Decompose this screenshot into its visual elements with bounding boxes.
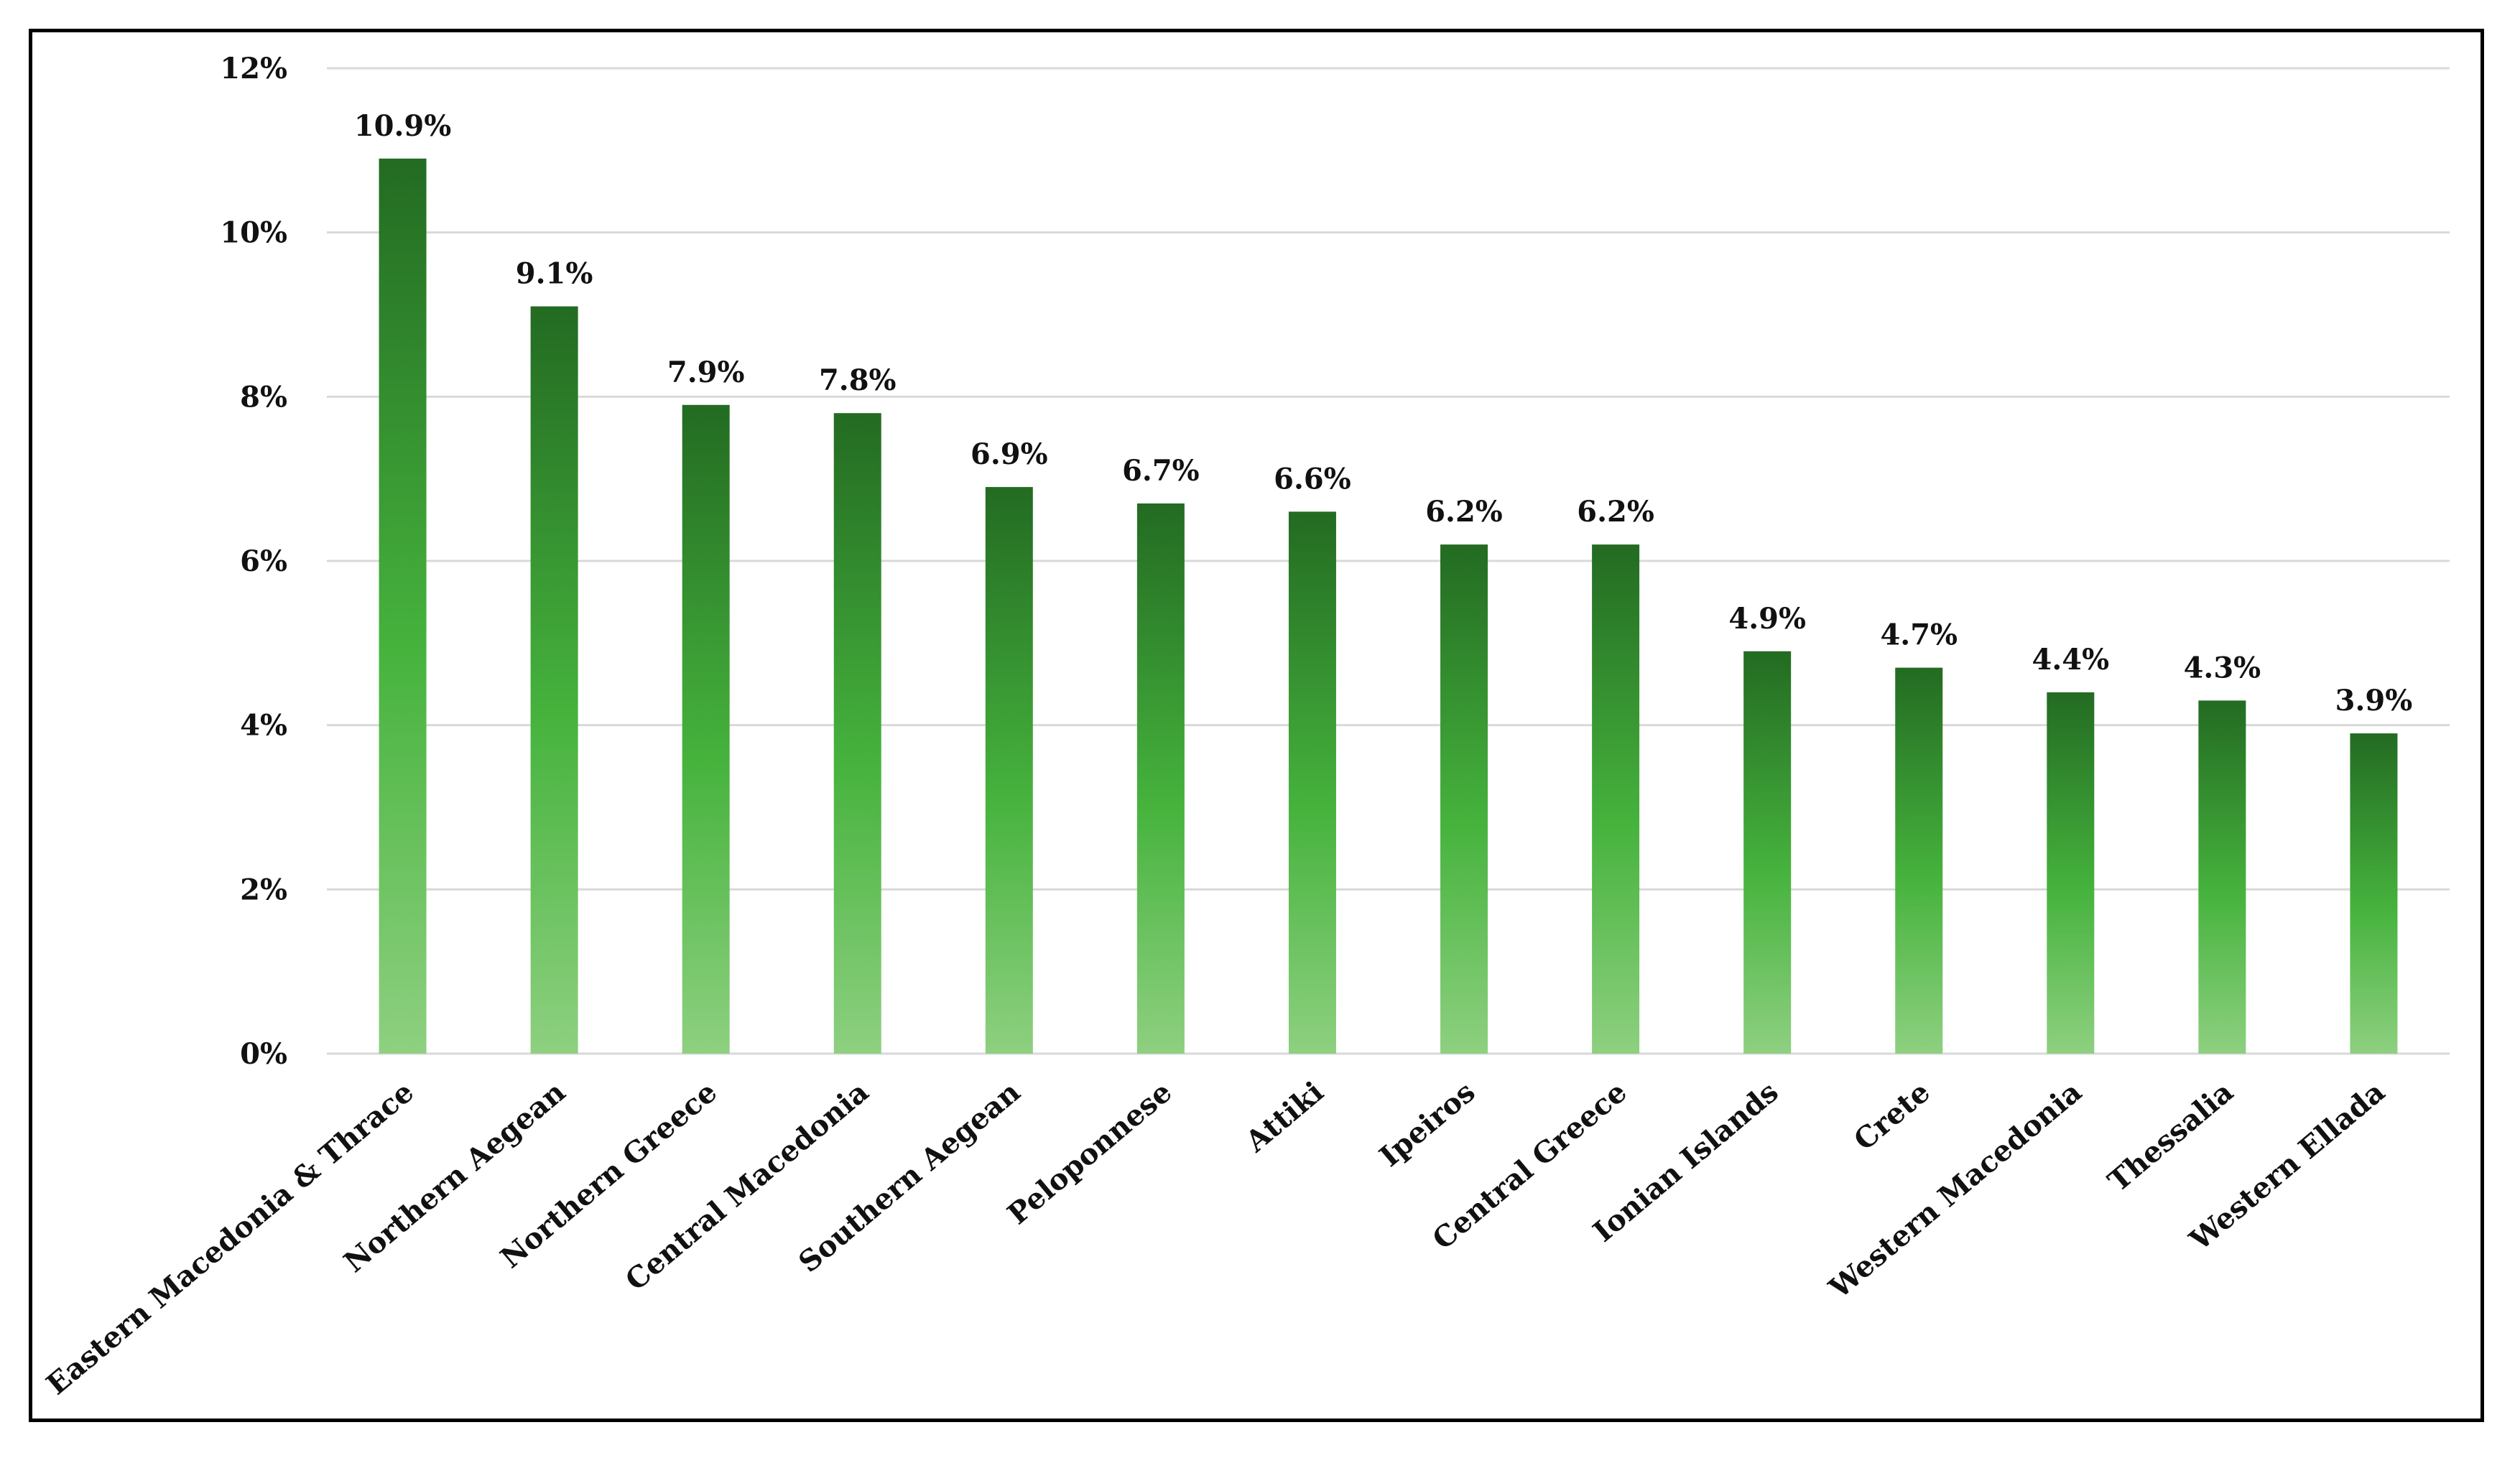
y-tick-label: 8% — [240, 380, 287, 414]
data-labels: 10.9% 9.1% 7.9% 7.8% 6.9% 6.7% 6.6% 6.2% 6.2% 4.9… — [354, 109, 2412, 718]
category-label-12: Thessalia — [2102, 1075, 2240, 1199]
y-tick-label: 2% — [240, 873, 287, 906]
category-label-10: Crete — [1848, 1075, 1937, 1158]
gridlines — [327, 67, 2450, 1055]
bar-0 — [379, 158, 427, 1054]
bar-10 — [1895, 667, 1943, 1054]
data-label-6: 6.6% — [1274, 462, 1351, 496]
bar-1 — [530, 306, 578, 1054]
bar-8 — [1592, 544, 1640, 1054]
data-label-8: 6.2% — [1577, 495, 1654, 529]
category-label-11: Western Macedonia — [1822, 1075, 2088, 1306]
bar-4 — [985, 487, 1033, 1054]
data-label-12: 4.3% — [2184, 651, 2261, 684]
data-label-7: 6.2% — [1425, 495, 1503, 529]
data-label-0: 10.9% — [354, 109, 451, 143]
y-axis-tick-labels: 0% 2% 4% 6% 8% 10% 12% — [220, 52, 287, 1071]
y-tick-label: 0% — [240, 1037, 287, 1071]
bar-11 — [2047, 692, 2095, 1054]
bar-3 — [833, 413, 881, 1054]
bar-13 — [2350, 733, 2398, 1054]
category-label-6: Attiki — [1238, 1075, 1330, 1159]
data-label-13: 3.9% — [2335, 684, 2413, 718]
data-label-5: 6.7% — [1122, 454, 1200, 488]
bar-5 — [1136, 503, 1185, 1054]
data-label-11: 4.4% — [2032, 643, 2110, 677]
bar-9 — [1743, 651, 1792, 1054]
data-label-9: 4.9% — [1728, 602, 1806, 636]
bar-12 — [2198, 700, 2246, 1054]
bar-7 — [1440, 544, 1488, 1054]
data-label-1: 9.1% — [516, 257, 593, 291]
bar-6 — [1288, 511, 1336, 1054]
bar-2 — [682, 404, 730, 1054]
data-label-3: 7.8% — [819, 363, 897, 397]
y-tick-label: 4% — [240, 709, 287, 743]
bars — [379, 158, 2398, 1054]
category-label-5: Peloponnese — [1001, 1075, 1179, 1232]
y-tick-label: 12% — [220, 52, 287, 85]
category-label-3: Central Macedonia — [619, 1075, 875, 1298]
data-label-4: 6.9% — [971, 437, 1048, 471]
data-label-10: 4.7% — [1880, 618, 1958, 652]
category-label-7: Ipeiros — [1374, 1075, 1482, 1174]
data-label-2: 7.9% — [667, 356, 745, 389]
y-tick-label: 6% — [240, 544, 287, 578]
y-tick-label: 10% — [220, 216, 287, 250]
